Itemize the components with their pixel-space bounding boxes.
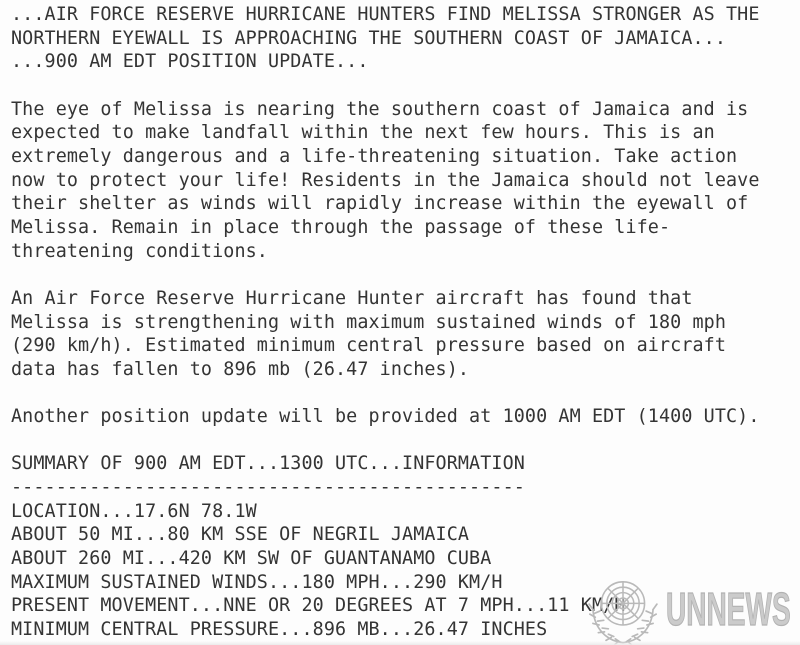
cropped-text-remnant: ...AIR FORCE RESERVE HURRICANE HUNTERS F… <box>30 0 779 4</box>
advisory-text: ...AIR FORCE RESERVE HURRICANE HUNTERS F… <box>11 4 760 641</box>
bottom-edge-shadow <box>0 641 800 645</box>
